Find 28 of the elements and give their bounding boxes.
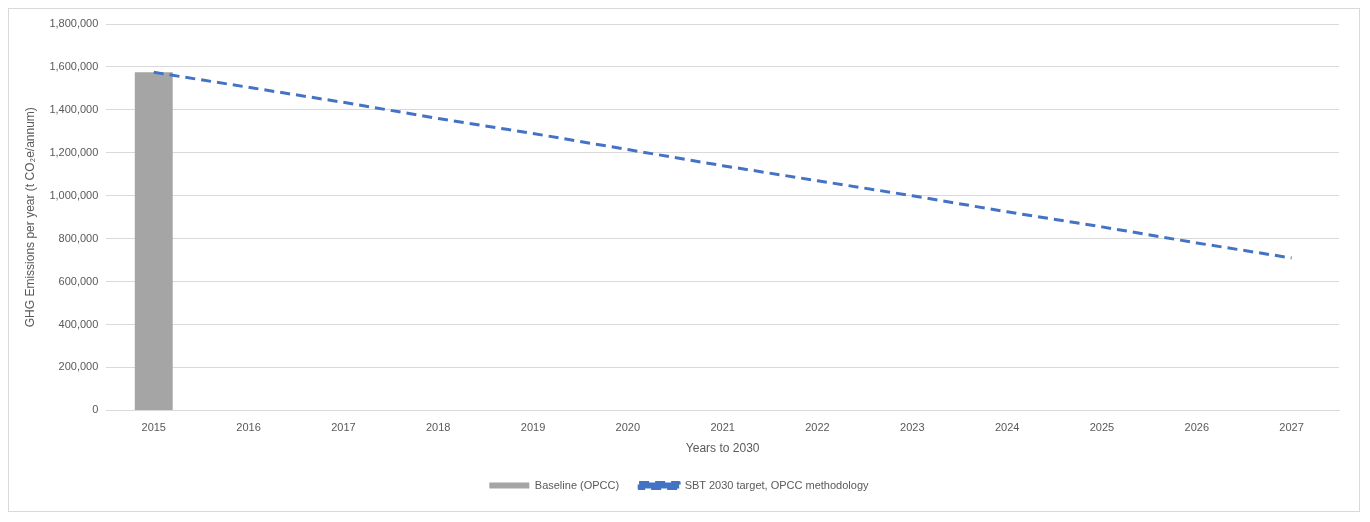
legend-label: SBT 2030 target, OPCC methodology [684,478,869,491]
y-axis-title: GHG Emissions per year (t CO₂e/annum) [22,107,37,328]
y-tick-label: 600,000 [58,274,99,287]
x-tick-label: 2027 [1279,421,1304,434]
y-tick-label: 800,000 [58,231,99,244]
x-tick-label: 2026 [1184,421,1210,434]
y-tick-label: 200,000 [58,360,99,373]
x-tick-label: 2020 [615,421,641,434]
y-tick-label: 400,000 [58,317,99,330]
x-tick-label: 2022 [805,421,830,434]
legend-label: Baseline (OPCC) [534,478,620,491]
x-tick-label: 2019 [520,421,546,434]
x-tick-label: 2021 [710,421,735,434]
x-tick-label: 2023 [900,421,925,434]
y-tick-label: 0 [92,403,99,416]
x-tick-label: 2016 [236,421,261,434]
y-tick-label: 1,600,000 [49,59,99,72]
y-tick-label: 1,200,000 [49,145,99,158]
x-tick-label: 2024 [994,421,1020,434]
x-tick-label: 2015 [141,421,166,434]
x-tick-label: 2017 [331,421,356,434]
y-tick-label: 1,400,000 [49,102,99,115]
line-series [152,70,1294,260]
x-tick-label: 2018 [425,421,451,434]
y-tick-label: 1,800,000 [49,17,99,30]
x-axis-title: Years to 2030 [685,441,760,456]
y-tick-label: 1,000,000 [49,188,99,201]
x-tick-label: 2025 [1089,421,1115,434]
